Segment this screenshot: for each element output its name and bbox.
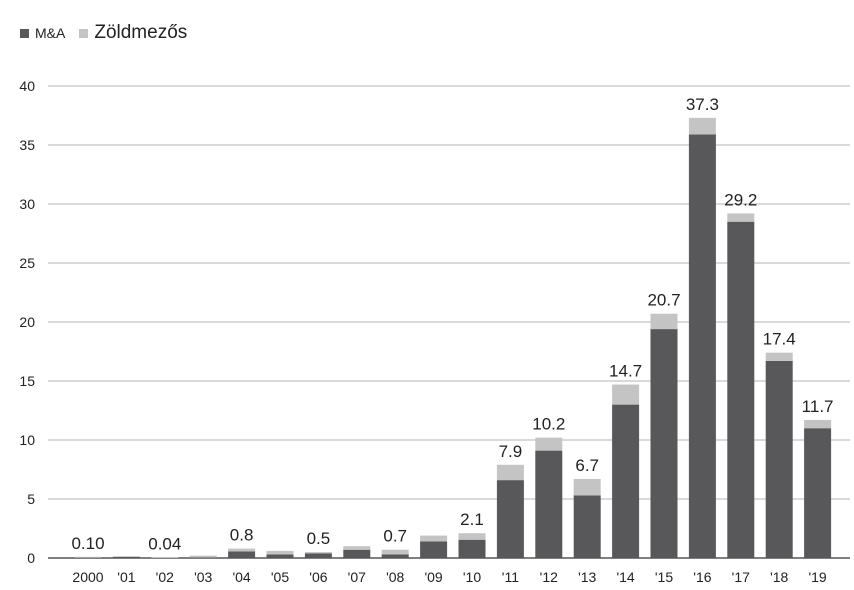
x-tick-label: '14 <box>616 569 634 585</box>
bar-greenfield <box>189 555 217 558</box>
bar-greenfield <box>804 419 832 429</box>
data-label: 0.10 <box>71 534 104 553</box>
legend-label-green: Zöldmezős <box>94 22 188 43</box>
bar-ma <box>727 221 755 558</box>
bar-greenfield <box>74 556 102 558</box>
bar-ma <box>496 480 524 558</box>
y-tick-label: 30 <box>19 196 35 212</box>
bar-greenfield <box>228 548 256 552</box>
bar-ma <box>112 556 140 558</box>
data-label: 29.2 <box>724 190 757 209</box>
x-tick-label: '12 <box>540 569 558 585</box>
y-tick-label: 20 <box>19 314 35 330</box>
y-tick-label: 5 <box>27 491 35 507</box>
bar-ma <box>612 404 640 558</box>
data-label: 37.3 <box>686 95 719 114</box>
legend: M&A Zöldmezős <box>20 22 201 44</box>
bar-greenfield <box>765 352 793 361</box>
bar-greenfield <box>573 478 601 496</box>
data-label: 11.7 <box>802 397 834 416</box>
data-label: 0.8 <box>230 526 254 545</box>
data-label: 7.9 <box>499 442 523 461</box>
legend-item-green: Zöldmezős <box>79 22 187 44</box>
y-tick-label: 15 <box>19 373 35 389</box>
legend-item-ma: M&A <box>20 25 65 41</box>
bar-greenfield <box>650 313 678 330</box>
y-tick-label: 0 <box>27 550 35 566</box>
bar-greenfield <box>535 437 563 451</box>
x-tick-label: '18 <box>770 569 788 585</box>
x-tick-label: '19 <box>808 569 826 585</box>
data-label: 14.7 <box>609 362 642 381</box>
data-label: 20.7 <box>647 291 680 310</box>
x-tick-label: '10 <box>463 569 481 585</box>
bar-greenfield <box>343 546 371 550</box>
x-tick-label: '02 <box>156 569 174 585</box>
x-tick-label: '15 <box>655 569 673 585</box>
x-tick-label: '05 <box>271 569 289 585</box>
data-label: 0.7 <box>383 527 407 546</box>
data-label: 2.1 <box>460 510 484 529</box>
bar-ma <box>189 557 217 558</box>
bar-greenfield <box>420 535 448 542</box>
bar-greenfield <box>612 384 640 405</box>
bar-greenfield <box>304 552 332 554</box>
x-tick-label: '17 <box>732 569 750 585</box>
bar-ma <box>381 554 409 558</box>
legend-swatch-green <box>79 28 89 38</box>
x-tick-label: '11 <box>502 569 519 585</box>
bar-greenfield <box>727 213 755 222</box>
bar-greenfield <box>112 556 140 557</box>
x-tick-label: 2000 <box>72 569 103 585</box>
bar-ma <box>804 428 832 558</box>
bar-ma <box>420 541 448 558</box>
bar-ma <box>650 329 678 558</box>
bar-ma <box>304 553 332 558</box>
x-tick-label: '01 <box>117 569 135 585</box>
x-tick-label: '09 <box>424 569 442 585</box>
bar-greenfield <box>458 533 486 540</box>
y-tick-label: 35 <box>19 137 35 153</box>
legend-label-ma: M&A <box>35 25 66 41</box>
bar-ma <box>765 360 793 558</box>
x-tick-label: '04 <box>232 569 250 585</box>
bar-ma <box>535 450 563 558</box>
bar-ma <box>573 495 601 558</box>
bar-greenfield <box>496 464 524 481</box>
data-label: 17.4 <box>763 330 796 349</box>
bar-ma <box>458 539 486 558</box>
data-label: 0.5 <box>307 529 331 548</box>
x-tick-label: '13 <box>578 569 596 585</box>
y-tick-label: 40 <box>19 78 35 94</box>
bar-ma <box>343 549 371 558</box>
data-label: 6.7 <box>575 456 599 475</box>
bar-greenfield <box>688 117 716 135</box>
x-tick-label: '03 <box>194 569 212 585</box>
y-tick-label: 25 <box>19 255 35 271</box>
y-tick-label: 10 <box>19 432 35 448</box>
bar-greenfield <box>266 550 294 555</box>
data-label: 10.2 <box>532 415 565 434</box>
legend-swatch-ma <box>20 28 29 38</box>
bar-ma <box>228 551 256 558</box>
x-tick-label: '16 <box>693 569 711 585</box>
x-tick-label: '06 <box>309 569 327 585</box>
x-tick-label: '07 <box>348 569 366 585</box>
data-label: 0.04 <box>148 535 181 554</box>
bar-ma <box>688 134 716 558</box>
x-tick-label: '08 <box>386 569 404 585</box>
bar-ma <box>266 554 294 558</box>
bar-greenfield <box>381 549 409 555</box>
